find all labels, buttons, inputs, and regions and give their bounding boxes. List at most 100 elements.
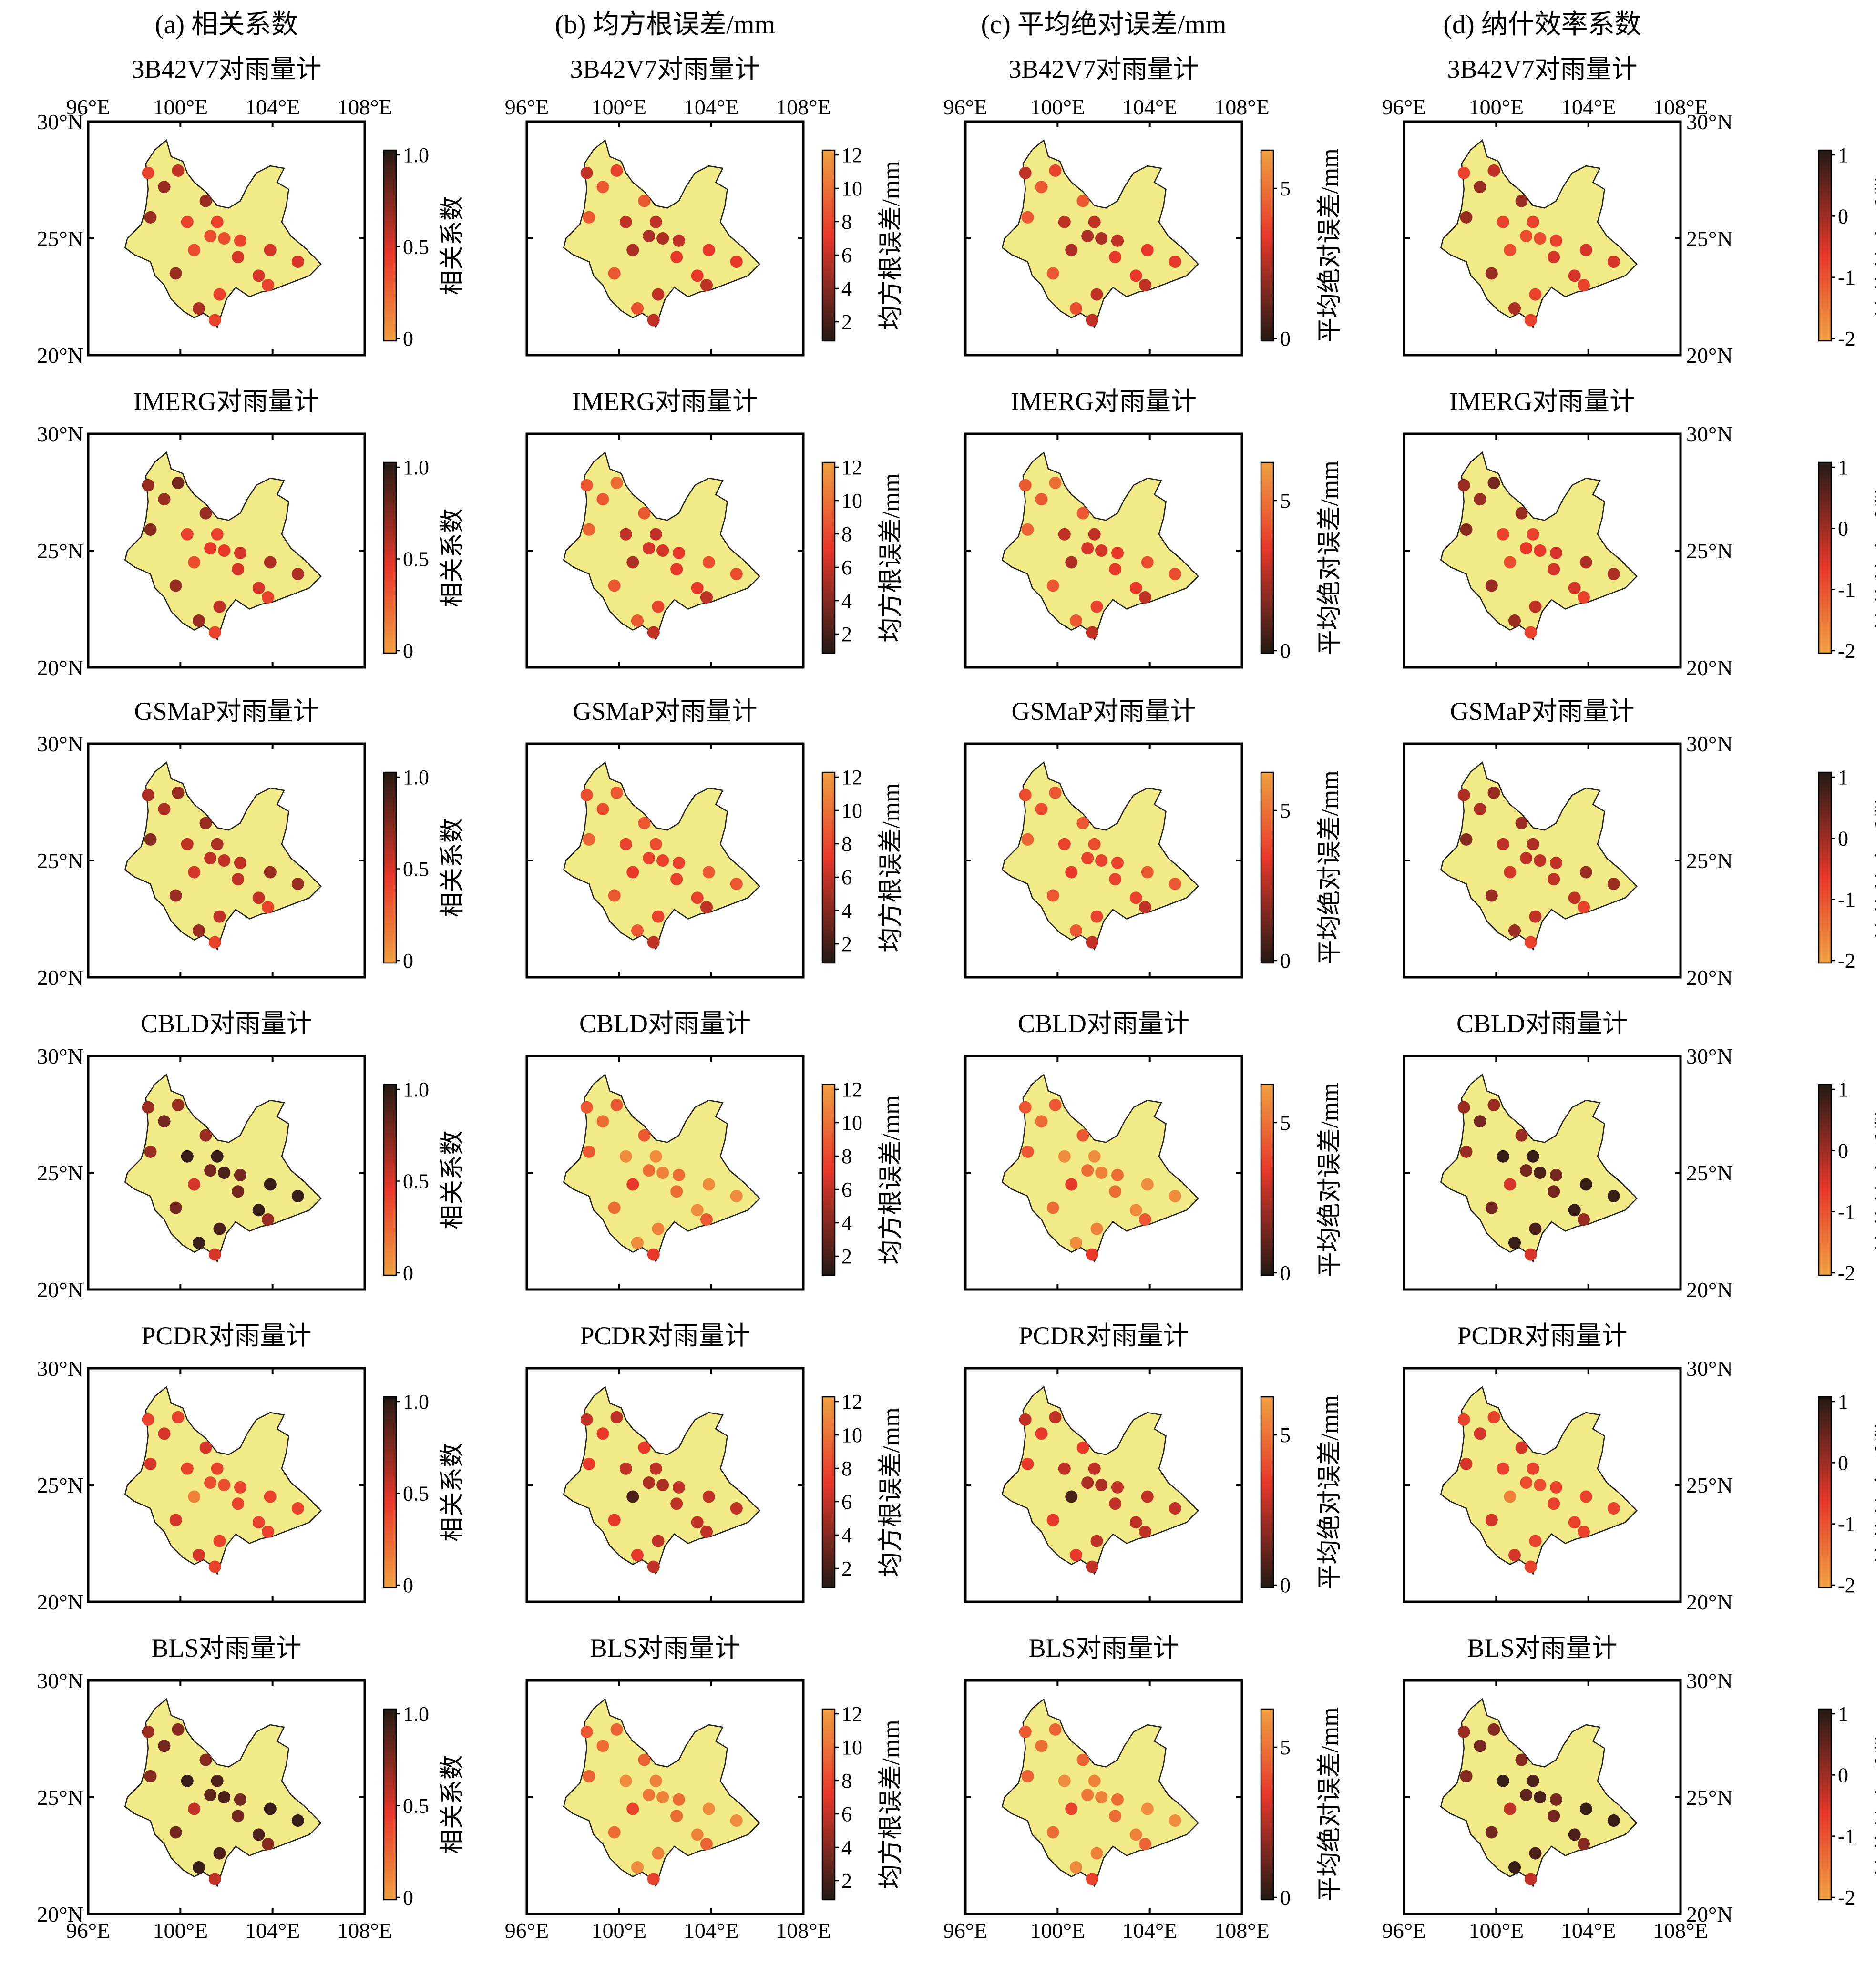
station-point	[1497, 528, 1509, 541]
lat-tick-label: 25°N	[37, 1785, 83, 1810]
colorbar-tick-label: 0	[1838, 1763, 1848, 1787]
station-point	[1487, 1723, 1500, 1736]
station-point	[583, 523, 595, 536]
station-point	[1504, 866, 1517, 879]
station-point	[626, 1178, 639, 1191]
station-point	[1548, 1810, 1560, 1823]
station-point	[1524, 626, 1537, 639]
station-point	[188, 244, 201, 256]
lat-tick-label: 20°N	[1686, 1590, 1733, 1614]
station-point	[1065, 1802, 1078, 1815]
lat-tick-label: 20°N	[1686, 1902, 1733, 1926]
station-point	[1504, 244, 1517, 256]
station-point	[193, 1549, 205, 1561]
station-point	[730, 1502, 743, 1515]
lat-tick-label: 30°N	[37, 110, 83, 134]
column-header: (d) 纳什效率系数	[1443, 10, 1641, 40]
colorbar-label: 平均绝对误差/mm	[1316, 1083, 1343, 1277]
colorbar-tick-label: 6	[841, 1802, 852, 1826]
station-point	[1515, 1753, 1528, 1766]
station-point	[1086, 936, 1098, 949]
station-point	[1070, 1237, 1082, 1249]
station-point	[234, 234, 246, 247]
station-point	[1485, 1826, 1498, 1839]
colorbar-tick-label: 0	[403, 1886, 413, 1909]
station-point	[691, 891, 704, 904]
colorbar-tick-label: 8	[841, 1145, 852, 1168]
station-point	[1109, 563, 1122, 576]
panel-r1-c0: IMERG对雨量计 30°N 25°N 20°N 1.0 0.5 0 相关系数	[37, 387, 466, 680]
colorbar-tick-label: 5	[1280, 1111, 1291, 1135]
lat-tick-label: 20°N	[1686, 965, 1733, 990]
station-point	[1046, 1514, 1059, 1526]
station-point	[702, 1178, 715, 1191]
station-point	[1607, 1502, 1620, 1515]
station-point	[1508, 924, 1521, 937]
station-point	[649, 1150, 662, 1163]
station-point	[232, 563, 245, 576]
station-point	[291, 1814, 304, 1827]
station-point	[1111, 1481, 1124, 1494]
panel-r2-c2: GSMaP对雨量计 5 0 平均绝对误差/mm	[964, 697, 1343, 979]
station-point	[252, 582, 265, 594]
station-point	[1529, 1222, 1542, 1235]
station-point	[232, 1497, 245, 1510]
colorbar-tick-label: -2	[1838, 327, 1855, 350]
station-point	[252, 891, 265, 904]
station-point	[1527, 1150, 1539, 1163]
station-point	[580, 479, 593, 492]
station-point	[264, 1178, 277, 1191]
lon-tick-label: 96°E	[1382, 1918, 1426, 1943]
station-point	[1139, 901, 1151, 913]
station-point	[1520, 1164, 1533, 1177]
station-point	[1485, 267, 1498, 280]
station-point	[199, 1753, 212, 1766]
colorbar-tick-label: 12	[841, 1390, 862, 1413]
station-point	[1548, 1185, 1560, 1198]
station-point	[700, 1526, 713, 1538]
station-point	[1129, 1516, 1142, 1529]
panel-r2-c1: GSMaP对雨量计 12 10 8 6 4 2 均方根误差/mm	[525, 697, 905, 979]
panel-r5-c1: BLS对雨量计 96°E 100°E 104°E 108°E 12 10 8 6 4 2 均方根误差/…	[505, 1634, 905, 1943]
station-point	[596, 181, 609, 194]
station-point	[1035, 803, 1048, 816]
station-point	[1568, 891, 1581, 904]
lat-tick-label: 30°N	[37, 1356, 83, 1381]
lat-tick-label: 30°N	[1686, 1669, 1733, 1693]
station-point	[142, 479, 154, 492]
station-point	[1109, 1497, 1122, 1510]
station-point	[1497, 1150, 1509, 1163]
colorbar-label: 相关系数	[439, 1443, 466, 1542]
station-point	[596, 803, 609, 816]
station-point	[234, 1793, 246, 1806]
colorbar-tick-label: 0.5	[403, 1482, 429, 1505]
colorbar-tick-label: 0.5	[403, 858, 429, 881]
panel-r3-c0: CBLD对雨量计 30°N 25°N 20°N 1.0 0.5 0 相关系数	[37, 1009, 466, 1302]
station-point	[1088, 215, 1101, 228]
station-point	[1568, 269, 1581, 282]
station-point	[619, 1462, 632, 1475]
station-point	[1534, 544, 1547, 557]
colorbar-label: 均方根误差/mm	[878, 783, 905, 952]
station-point	[1568, 582, 1581, 594]
station-point	[1508, 1861, 1521, 1874]
station-point	[199, 817, 212, 829]
station-point	[1111, 546, 1124, 559]
station-point	[1169, 1190, 1181, 1202]
panel-r4-c3: PCDR对雨量计 30°N 25°N 20°N 1 0 -1 -2 纳什效率系数	[1403, 1321, 1876, 1614]
station-point	[1607, 568, 1620, 580]
station-point	[1534, 854, 1547, 867]
colorbar-tick-label: 2	[841, 1245, 852, 1268]
station-point	[158, 803, 171, 816]
colorbar	[1260, 1396, 1274, 1588]
panel-title: BLS对雨量计	[1028, 1634, 1179, 1662]
colorbar-tick-label: 1	[1838, 766, 1848, 789]
station-point	[1529, 910, 1542, 923]
station-point	[1058, 528, 1071, 541]
station-point	[730, 1814, 743, 1827]
station-point	[1520, 230, 1533, 243]
station-point	[1508, 614, 1521, 627]
station-point	[1049, 786, 1062, 799]
colorbar-tick-label: -2	[1838, 1886, 1855, 1909]
station-point	[1529, 1847, 1542, 1860]
